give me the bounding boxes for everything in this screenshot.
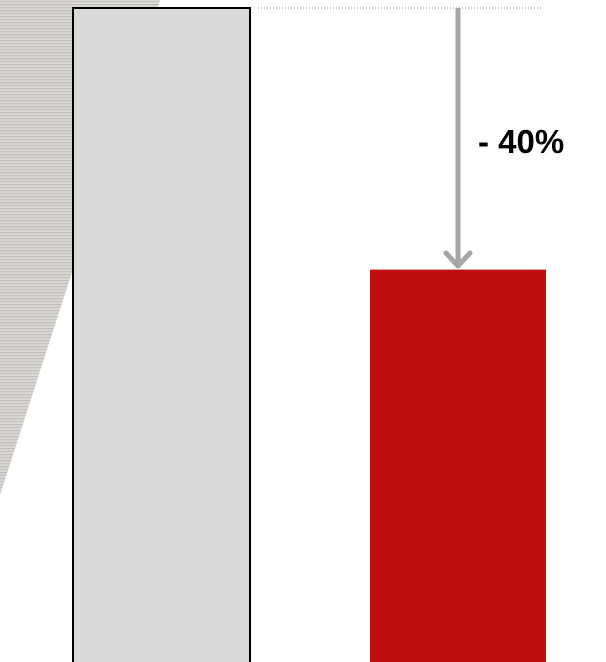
bars-group (72, 7, 546, 662)
bar-1 (72, 7, 251, 662)
down-arrow-icon (443, 8, 473, 269)
reduction-label: - 40% (478, 123, 564, 160)
bar-2 (370, 269, 546, 662)
